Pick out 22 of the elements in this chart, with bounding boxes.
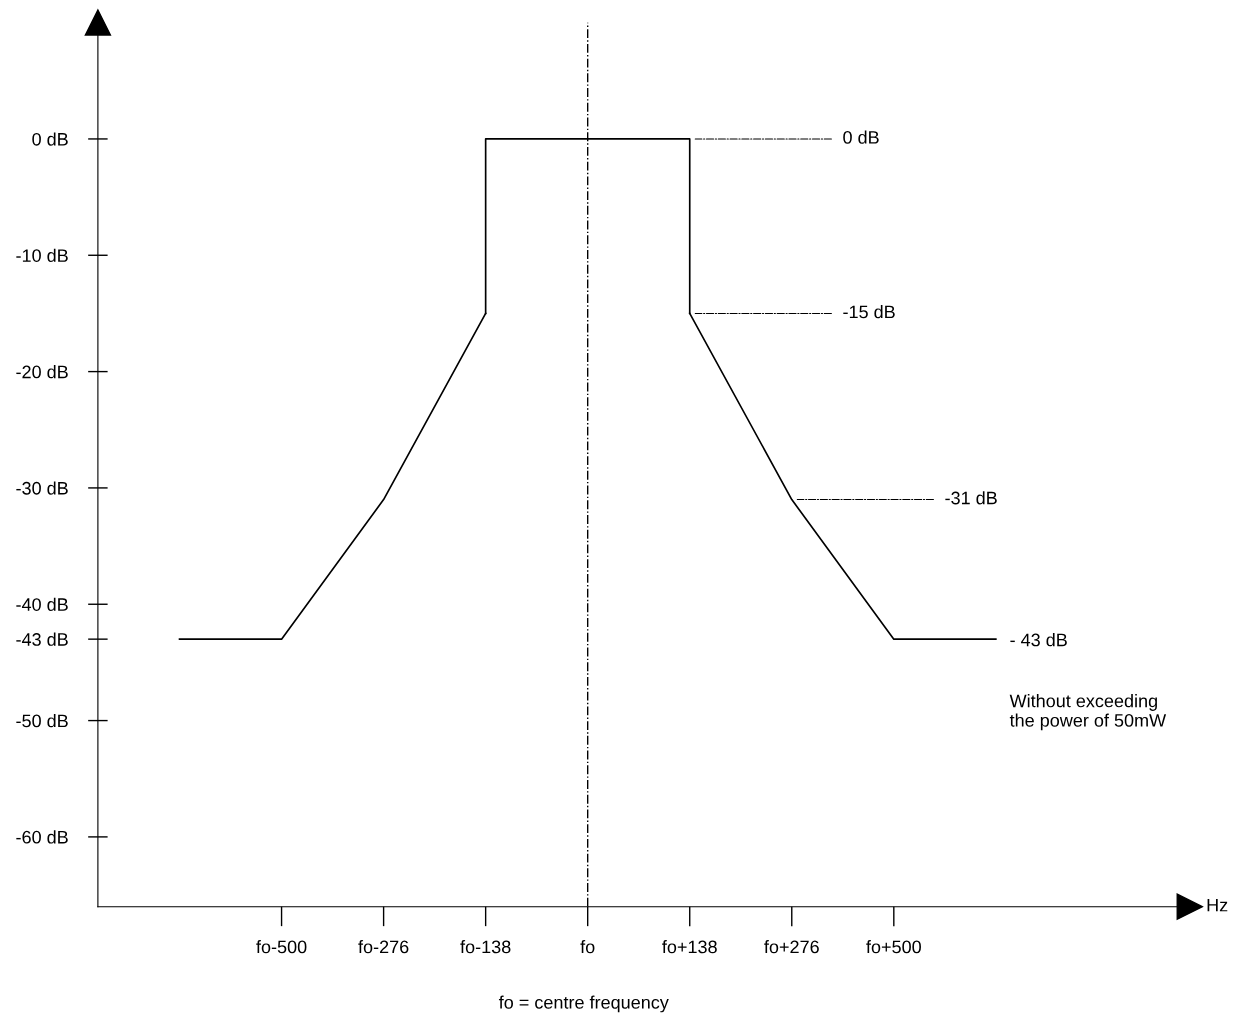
x-tick-label: fo-500 [256, 940, 307, 954]
y-tick-label: -40 dB [16, 597, 68, 611]
x-tick-label: fo+500 [866, 940, 921, 954]
annotation: - 43 dB [1010, 633, 1067, 647]
y-tick-label: -10 dB [16, 248, 68, 262]
x-tick-label: fo+138 [662, 940, 717, 954]
y-tick-label: -30 dB [16, 481, 68, 495]
text: Hz [1207, 898, 1228, 912]
text: fo = centre frequency [498, 995, 669, 1013]
x-tick-label: fo-276 [358, 940, 409, 954]
y-tick-label: -50 dB [16, 714, 68, 728]
x-tick-label: fo-138 [460, 940, 511, 954]
y-tick-label: -43 dB [16, 632, 68, 646]
y-tick-label: -60 dB [16, 830, 68, 844]
annotation: 0 dB [843, 130, 879, 144]
y-tick-label: 0 dB [32, 132, 68, 146]
annotation: Without exceeding the power of 50mW [1009, 694, 1167, 731]
y-tick-label: -20 dB [16, 365, 68, 379]
x-tick-label: fo [580, 940, 595, 954]
annotation: -15 dB [843, 305, 895, 319]
annotation: -31 dB [945, 491, 997, 505]
x-tick-label: fo+276 [764, 940, 819, 954]
